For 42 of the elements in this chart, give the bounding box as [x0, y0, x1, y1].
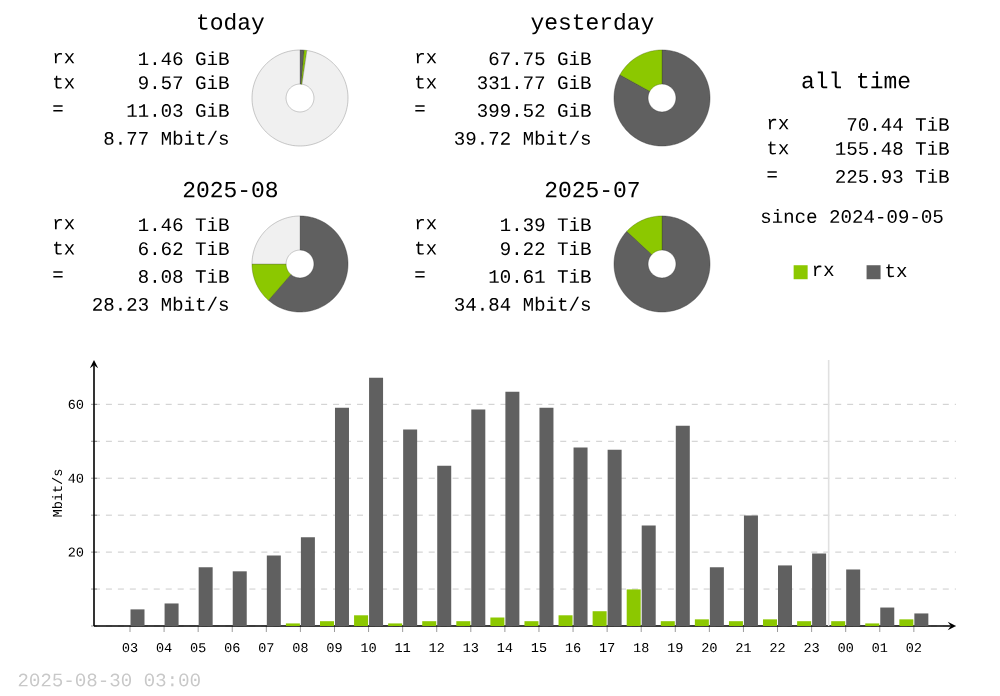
text: 28.23 Mbit/s — [93, 296, 228, 311]
legend-label: tx — [886, 264, 907, 278]
text: 70.44 TiB — [847, 116, 949, 132]
text: = — [415, 271, 425, 278]
text: 11.03 GiB — [127, 102, 229, 118]
text: 67.75 GiB — [489, 51, 591, 66]
chart-title: 2025-07 — [545, 181, 639, 198]
text: 331.77 GiB — [477, 75, 591, 90]
text: rx — [54, 219, 75, 230]
text: rx — [416, 219, 437, 230]
text: 10.61 TiB — [489, 268, 591, 284]
text: 9.22 TiB — [501, 241, 591, 256]
text: rx — [768, 118, 789, 130]
text: 399.52 GiB — [477, 102, 591, 118]
text: 39.72 Mbit/s — [454, 130, 590, 145]
text: rx — [54, 53, 75, 64]
chart-title: 2025-08 — [183, 181, 278, 198]
text: since 2024-09-05 — [761, 208, 943, 224]
text: tx — [54, 75, 75, 89]
text: 1.46 TiB — [139, 217, 229, 232]
legend-label: rx — [813, 265, 834, 276]
text: = — [53, 271, 63, 278]
text: 8.77 Mbit/s — [104, 130, 228, 145]
text: 6.62 TiB — [139, 241, 229, 256]
text: tx — [416, 241, 437, 255]
chart-title: today — [198, 12, 265, 35]
text: tx — [768, 141, 789, 155]
text: 1.39 TiB — [501, 217, 591, 232]
text: all time — [802, 71, 910, 89]
text: tx — [54, 241, 75, 255]
text: = — [415, 105, 425, 112]
text: 8.08 TiB — [138, 268, 229, 284]
text: 155.48 TiB — [836, 140, 949, 156]
text: rx — [416, 53, 437, 64]
text: 225.93 TiB — [836, 168, 949, 184]
chart-title: yesterday — [531, 12, 654, 35]
text: tx — [416, 75, 437, 89]
text: 1.46 GiB — [139, 51, 229, 66]
text: 9.57 GiB — [139, 75, 229, 90]
text: = — [53, 105, 63, 112]
text: = — [767, 171, 777, 178]
text: 34.84 Mbit/s — [454, 296, 590, 311]
